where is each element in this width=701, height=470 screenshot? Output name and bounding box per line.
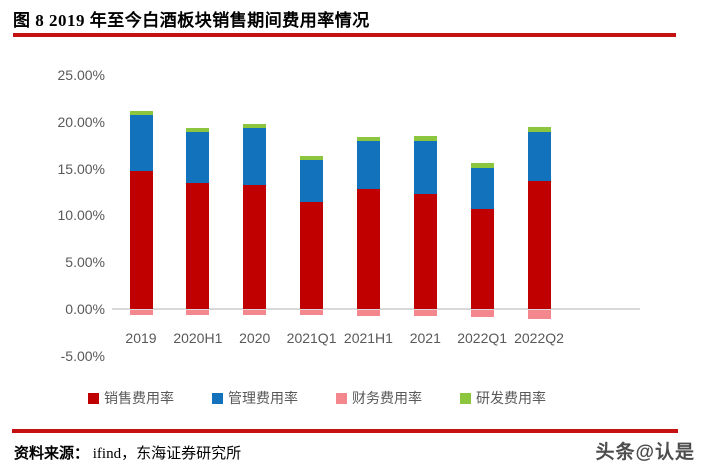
bar-segment-management: [356, 140, 380, 190]
bar-segment-sales: [470, 208, 494, 309]
legend-label: 销售费用率: [104, 390, 174, 406]
footer-divider-line: [12, 429, 678, 433]
bar-segment-rd: [413, 136, 437, 141]
legend-label: 财务费用率: [352, 390, 422, 406]
bar-segment-finance: [470, 310, 494, 318]
legend-item-management: 管理费用率: [212, 388, 298, 408]
legend-item-sales: 销售费用率: [88, 388, 174, 408]
x-axis-category-label: 2022Q2: [514, 330, 564, 346]
bar-segment-sales: [356, 189, 380, 309]
bar-segment-finance: [413, 310, 437, 317]
legend-swatch-icon: [336, 392, 347, 404]
source-label: 资料来源：: [14, 446, 90, 462]
x-axis-category-label: 2020H1: [173, 330, 223, 346]
bar-segment-sales: [300, 202, 324, 309]
chart-legend: 销售费用率 管理费用率 财务费用率 研发费用率: [88, 388, 546, 408]
source-text: ifind，东海证券研究所: [89, 446, 242, 462]
legend-swatch-icon: [460, 392, 471, 404]
bar-segment-finance: [129, 310, 153, 315]
bar-segment-sales: [129, 171, 153, 309]
x-axis-category-label: 2021Q1: [286, 330, 337, 346]
bar-segment-sales: [527, 180, 551, 309]
y-axis-tick-label: 20.00%: [57, 113, 105, 130]
bar-segment-rd: [243, 123, 267, 129]
y-axis-tick-label: 5.00%: [65, 254, 105, 271]
bar-segment-sales: [243, 184, 267, 309]
bar-segment-rd: [356, 136, 380, 141]
stacked-bar-chart: 25.00% 20.00% 15.00% 10.00% 5.00% 0.00% -5.00%…: [0, 60, 701, 364]
bar-segment-management: [470, 167, 494, 209]
x-axis-category-label: 2021: [409, 330, 441, 346]
legend-swatch-icon: [88, 392, 99, 404]
y-axis-tick-label: 10.00%: [57, 207, 105, 224]
legend-swatch-icon: [212, 392, 223, 404]
bar-segment-rd: [527, 127, 551, 133]
bar-segment-finance: [300, 310, 324, 315]
bar-segment-rd: [470, 163, 494, 168]
bar-segment-management: [186, 132, 210, 183]
bar-segment-finance: [356, 310, 380, 316]
bar-segment-rd: [129, 110, 153, 116]
legend-item-rd: 研发费用率: [460, 388, 546, 408]
bar-segment-sales: [413, 193, 437, 309]
zero-axis-line: [112, 308, 640, 310]
bar-segment-management: [413, 140, 437, 194]
y-axis-tick-label: 0.00%: [65, 301, 105, 317]
x-axis-category-label: 2022Q1: [457, 330, 508, 346]
bar-segment-management: [129, 115, 153, 172]
bar-segment-finance: [186, 310, 210, 315]
toutiao-watermark: 头条@认是: [595, 442, 695, 463]
y-axis-tick-label: 25.00%: [57, 67, 105, 83]
figure-title: 图 8 2019 年至今白酒板块销售期间费用率情况: [13, 11, 370, 30]
bar-segment-management: [527, 132, 551, 181]
bar-segment-finance: [527, 310, 551, 320]
x-axis-category-label: 2020: [239, 330, 271, 346]
bar-segment-rd: [186, 128, 210, 133]
y-axis-tick-label: 15.00%: [57, 160, 105, 177]
y-axis-tick-label: -5.00%: [60, 347, 105, 364]
x-axis-category-label: 2019: [125, 330, 157, 346]
x-axis-category-label: 2021H1: [343, 330, 393, 346]
bar-segment-management: [243, 128, 267, 185]
legend-label: 管理费用率: [228, 390, 298, 406]
bar-segment-finance: [243, 310, 267, 315]
legend-label: 研发费用率: [476, 390, 546, 406]
legend-item-finance: 财务费用率: [336, 388, 422, 408]
bar-segment-rd: [300, 156, 324, 161]
bar-segment-sales: [186, 182, 210, 309]
title-divider-line: [13, 33, 676, 37]
bar-segment-management: [300, 160, 324, 203]
source-note: 资料来源： ifind，东海证券研究所: [14, 442, 241, 463]
